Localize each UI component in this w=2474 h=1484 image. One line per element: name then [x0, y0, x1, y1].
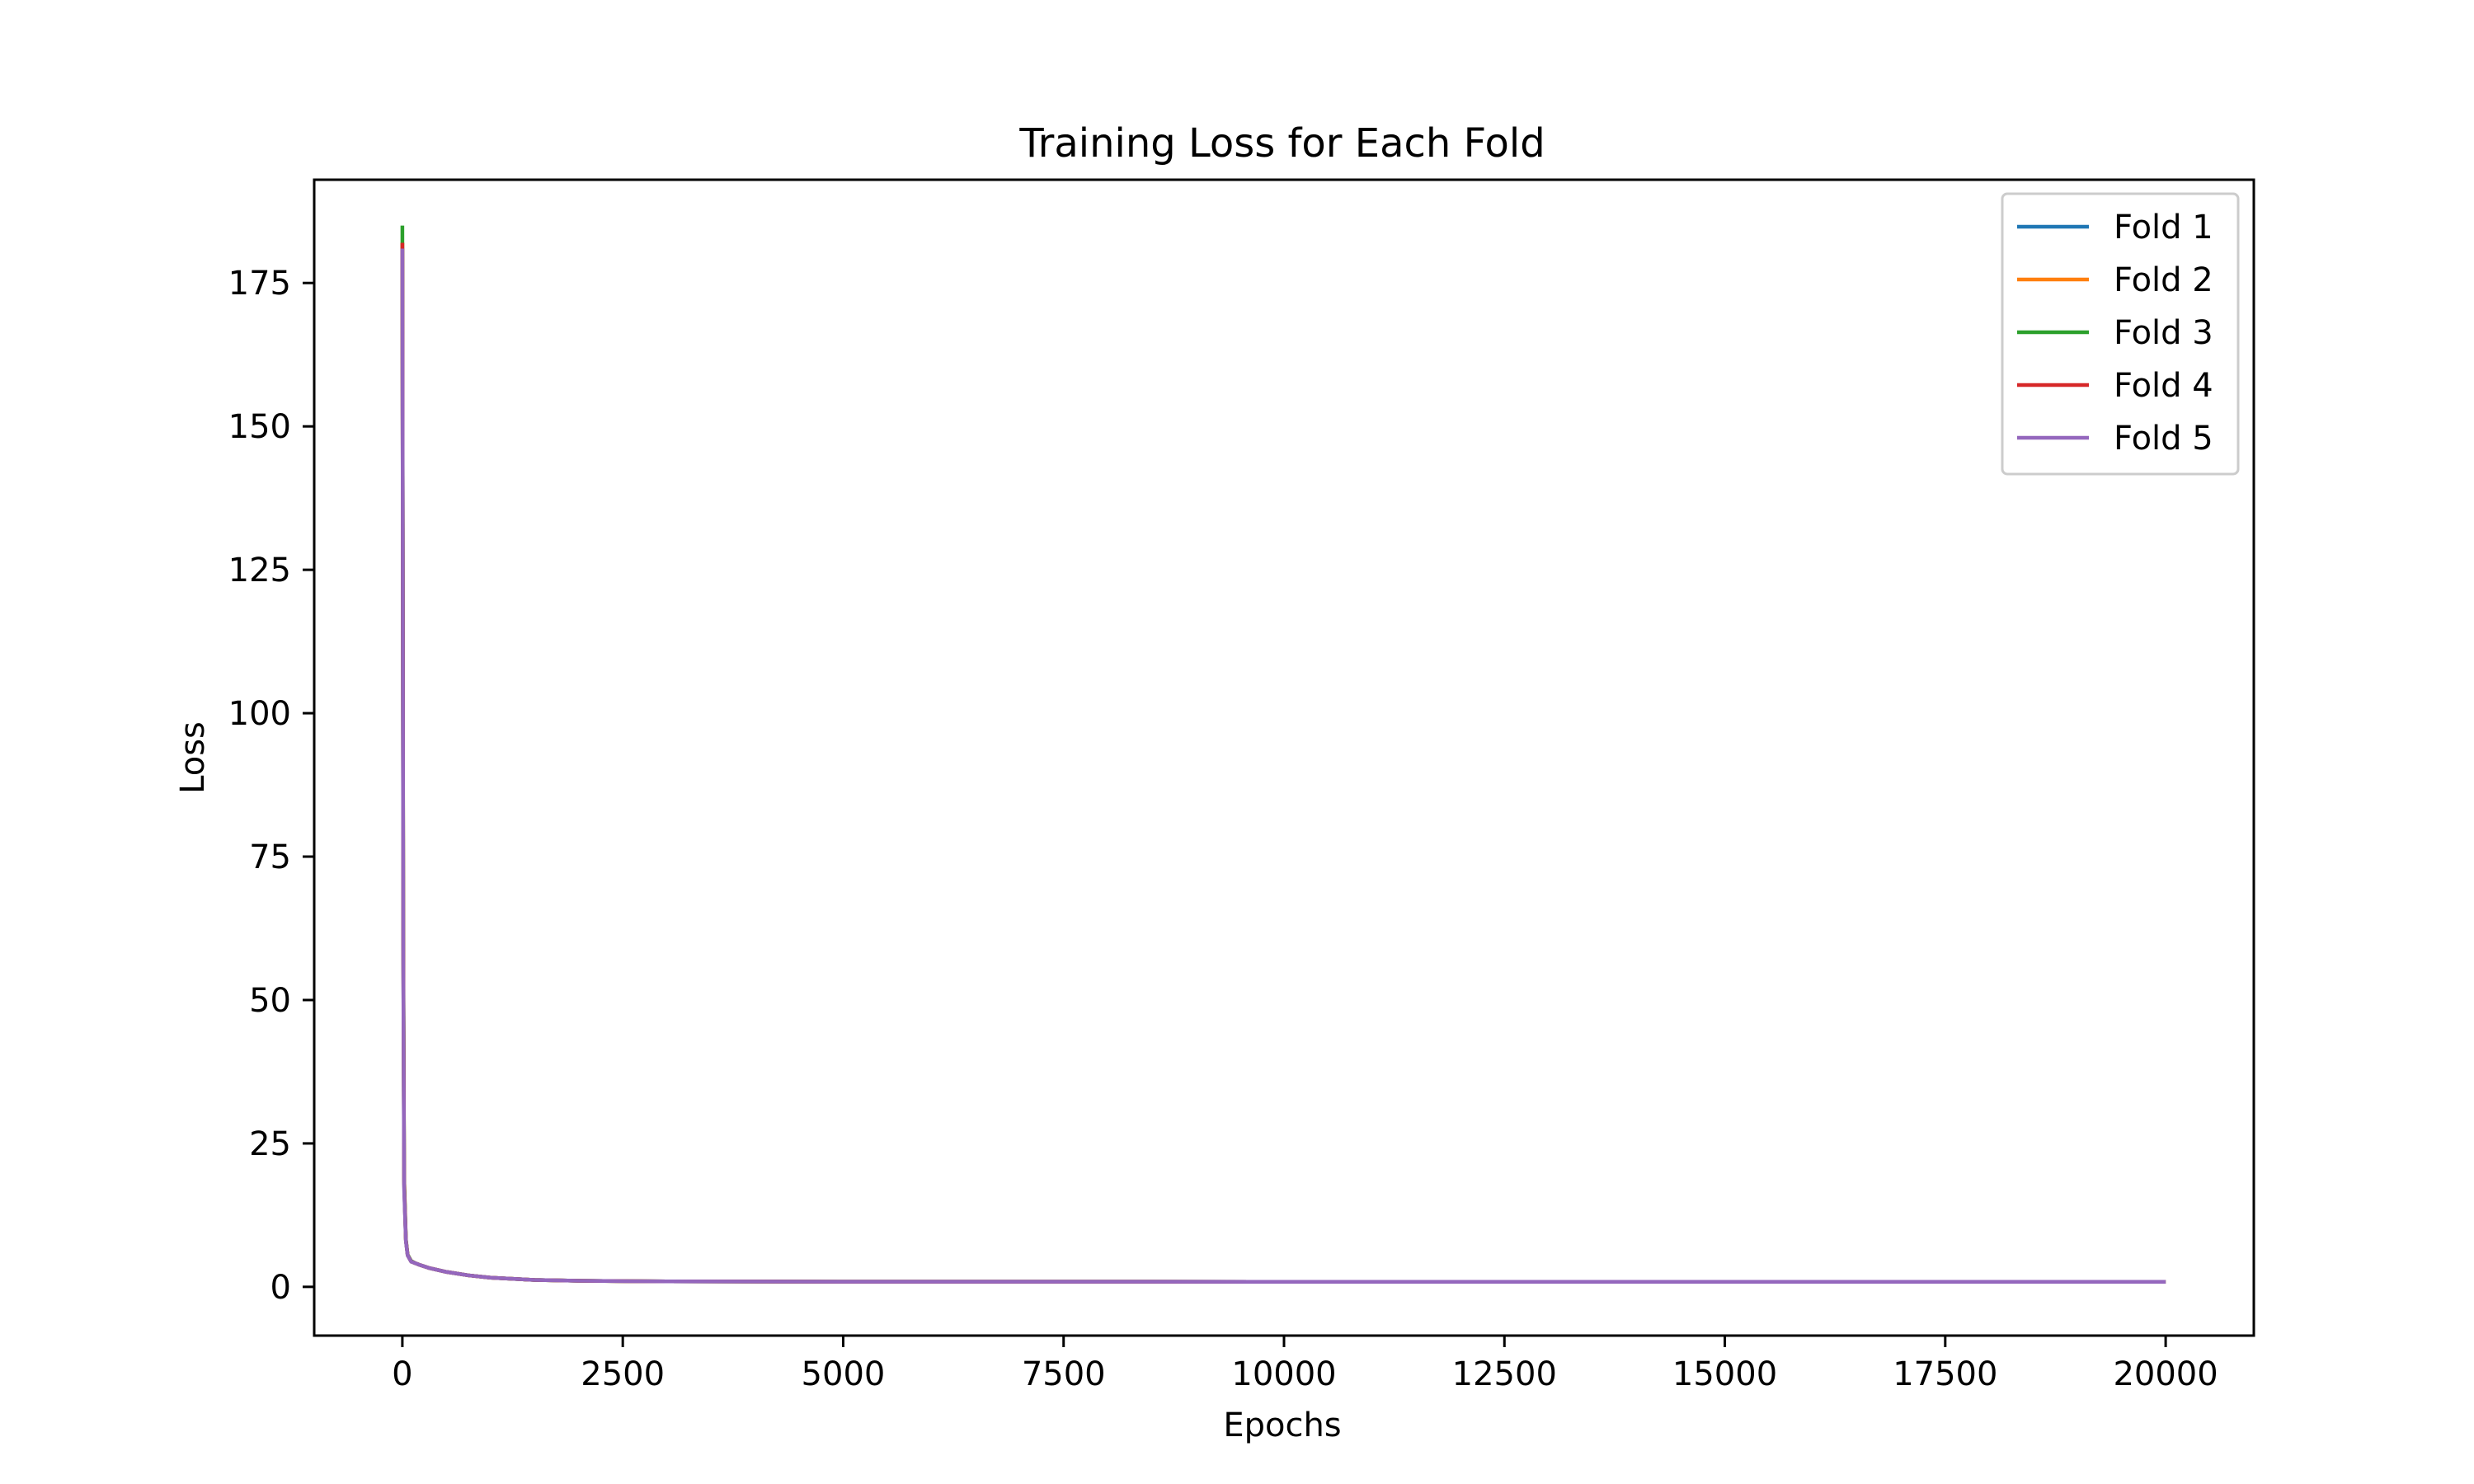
- legend-label-fold-3: Fold 3: [2114, 314, 2213, 352]
- series-group: [400, 225, 2166, 1284]
- y-tick-label: 150: [228, 408, 291, 446]
- y-tick-label: 75: [249, 838, 291, 876]
- series-line-fold-5: [400, 248, 2166, 1284]
- x-axis: 0 2500 5000 7500 10000 12500 15000 17500 20000: [392, 1336, 2218, 1393]
- x-tick-label: 15000: [1672, 1355, 1777, 1393]
- legend-label-fold-1: Fold 1: [2114, 209, 2213, 247]
- y-tick-label: 50: [249, 982, 291, 1020]
- y-tick-label: 100: [228, 695, 291, 733]
- x-axis-label: Epochs: [1223, 1407, 1341, 1444]
- legend: Fold 1 Fold 2 Fold 3 Fold 4 Fold 5: [2001, 192, 2240, 476]
- y-tick-label: 175: [228, 265, 291, 303]
- legend-label-fold-2: Fold 2: [2114, 261, 2213, 299]
- chart-title: Training Loss for Each Fold: [1018, 120, 1545, 167]
- plot-area: [313, 178, 2255, 1337]
- legend-label-fold-5: Fold 5: [2114, 420, 2213, 458]
- legend-label-fold-4: Fold 4: [2114, 367, 2213, 405]
- x-tick-label: 0: [392, 1355, 412, 1393]
- x-tick-label: 2500: [581, 1355, 665, 1393]
- x-tick-label: 20000: [2113, 1355, 2218, 1393]
- y-tick-label: 25: [249, 1125, 291, 1163]
- x-tick-label: 10000: [1231, 1355, 1336, 1393]
- x-tick-label: 5000: [802, 1355, 886, 1393]
- x-tick-label: 12500: [1452, 1355, 1557, 1393]
- x-tick-label: 7500: [1022, 1355, 1106, 1393]
- y-axis-label: Loss: [174, 721, 212, 794]
- y-axis: 0 25 50 75 100 125 150 175: [228, 265, 314, 1307]
- x-tick-label: 17500: [1893, 1355, 1997, 1393]
- y-tick-label: 0: [270, 1269, 291, 1307]
- legend-frame: [2001, 192, 2240, 476]
- y-tick-label: 125: [228, 552, 291, 589]
